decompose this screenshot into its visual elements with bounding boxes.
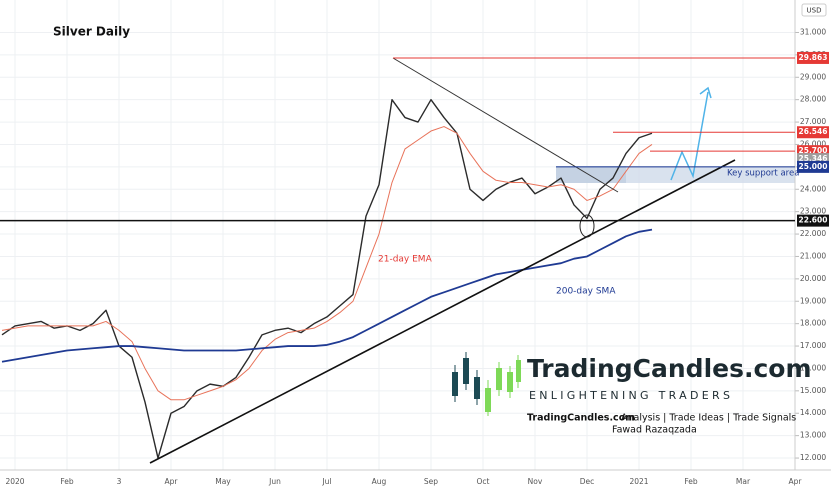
- y-tick-label: 23.000: [800, 207, 826, 216]
- currency: USD: [807, 7, 822, 15]
- data-layer: [1, 98, 653, 459]
- x-tick-label: Sep: [424, 477, 438, 486]
- x-tick-label: Apr: [789, 477, 803, 486]
- x-tick-label: Apr: [165, 477, 179, 486]
- y-tick-label: 14.000: [800, 408, 826, 417]
- rising-trendline: [149, 159, 736, 464]
- level-label: 25.000: [799, 162, 828, 171]
- y-tick-label: 19.000: [800, 296, 826, 305]
- y-tick-label: 17.000: [800, 341, 826, 350]
- level-label: 25.346: [799, 154, 828, 163]
- logo-name: TradingCandles.com: [527, 354, 812, 383]
- x-tick-label: May: [215, 477, 231, 486]
- x-tick-label: 2021: [629, 477, 648, 486]
- x-tick-label: Jul: [321, 477, 331, 486]
- level-label: 25.700: [799, 146, 828, 155]
- logo-author: Fawad Razaqzada: [612, 425, 697, 436]
- logo-site: TradingCandles.com: [527, 413, 635, 424]
- level-label: 29.863: [799, 53, 828, 62]
- series-line: [1, 98, 653, 459]
- y-tick-label: 22.000: [800, 229, 826, 238]
- support-zone-shade: [556, 166, 626, 183]
- y-tick-label: 28.000: [800, 95, 826, 104]
- y-tick-label: 26.000: [800, 139, 826, 148]
- chart-title: Silver Daily: [53, 25, 130, 39]
- support-label: Key support area: [727, 169, 799, 179]
- x-tick-label: Feb: [60, 477, 74, 486]
- logo-services: Analysis | Trade Ideas | Trade Signals: [621, 413, 796, 424]
- level-label-box: [797, 51, 829, 64]
- level-label: 26.546: [799, 127, 828, 136]
- arrow-head: [699, 86, 712, 99]
- y-tick-label: 24.000: [800, 184, 826, 193]
- x-tick-label: Feb: [684, 477, 698, 486]
- y-tick-label: 27.000: [800, 117, 826, 126]
- sma-label: 200-day SMA: [556, 287, 616, 297]
- x-tick-label: Dec: [580, 477, 595, 486]
- projection-arrow: [670, 91, 709, 181]
- grid-layer: 12.000 13.000 14.000 15.000 16.000 17.000 18.0…: [0, 0, 826, 486]
- logo-tagline: ENLIGHTENING TRADERS: [529, 389, 733, 402]
- y-tick-label: 20.000: [800, 274, 826, 283]
- x-tick-label: Mar: [736, 477, 751, 486]
- low-circle: [579, 214, 595, 238]
- y-tick-label: 13.000: [800, 431, 826, 440]
- x-tick-label: 3: [117, 477, 122, 486]
- x-tick-label: Jun: [268, 477, 281, 486]
- level-label-box: [797, 160, 829, 173]
- level-label-box: [797, 214, 829, 227]
- y-tick-label: 12.000: [800, 453, 826, 462]
- ema-label: 21-day EMA: [378, 255, 433, 265]
- y-tick-label: 21.000: [800, 251, 826, 260]
- x-tick-label: Aug: [372, 477, 387, 486]
- y-tick-label: 15.000: [800, 386, 826, 395]
- x-tick-label: Nov: [528, 477, 543, 486]
- y-tick-label: 31.000: [800, 27, 826, 36]
- y-tick-label: 29.000: [800, 72, 826, 81]
- series-line: [1, 126, 653, 401]
- currency-box: [801, 3, 827, 17]
- level-label-box: [797, 126, 829, 139]
- falling-trendline: [392, 57, 619, 193]
- logo-icon: [452, 352, 521, 416]
- x-tick-label: 2020: [5, 477, 24, 486]
- x-tick-label: Oct: [477, 477, 490, 486]
- series-line: [1, 228, 653, 363]
- level-label: 22.600: [799, 216, 828, 225]
- y-tick-label: 18.000: [800, 319, 826, 328]
- y-tick-label: 16.000: [800, 363, 826, 372]
